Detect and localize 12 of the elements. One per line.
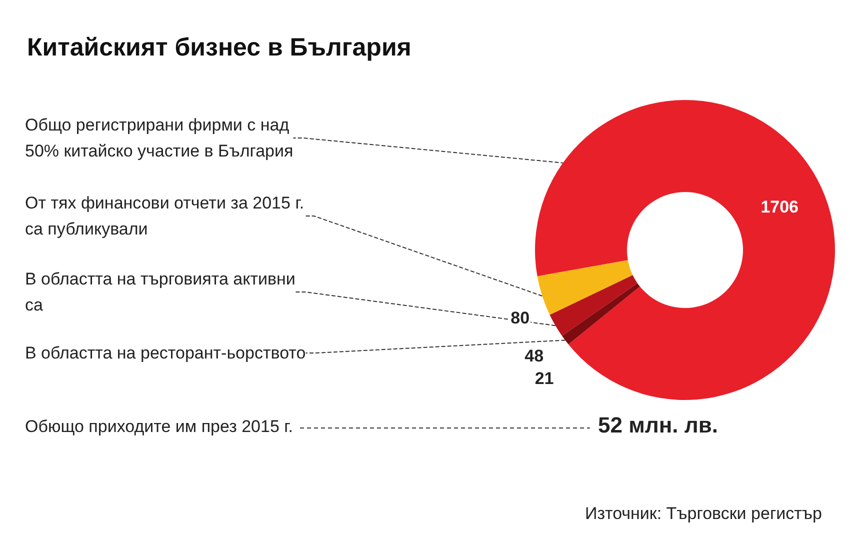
slice-label: От тях финансови отчети за 2015 г. са публикували — [25, 194, 304, 238]
chart-title: Китайският бизнес в България — [27, 34, 412, 62]
slice-label: В областта на ресторант-ьорството — [25, 344, 306, 362]
text: 52 млн. лв. — [598, 412, 718, 438]
text: Източник: Търговски регистър — [584, 504, 822, 523]
data-label: 21 — [534, 369, 554, 388]
data-label: 48 — [524, 346, 544, 366]
slice-label: В областта на търговията активни са — [25, 270, 296, 314]
data-label: 1706 — [760, 197, 799, 216]
slice-label: Общо регистрирани фирми с над 50% китайско участие в България — [25, 116, 294, 160]
data-label: 80 — [510, 308, 530, 328]
text: Обющо приходите им през 2015 г. — [25, 417, 293, 436]
